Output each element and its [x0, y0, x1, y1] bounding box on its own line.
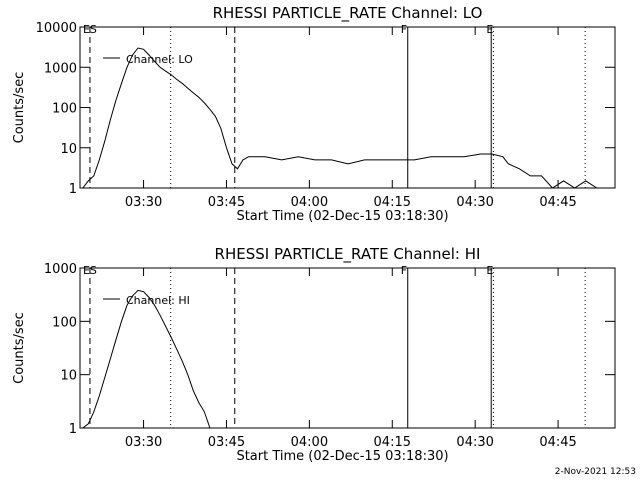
x-tick-label: 04:15 [374, 195, 411, 210]
data-line [82, 289, 211, 428]
x-tick-label: 04:45 [539, 195, 576, 210]
y-tick-label: 1000 [44, 61, 77, 76]
legend-label: Channel: HI [126, 294, 190, 307]
x-tick-label: 04:00 [291, 195, 328, 210]
x-axis-label: Start Time (02-Dec-15 03:18:30) [236, 209, 448, 224]
event-label: E [486, 23, 493, 36]
x-tick-label: 03:45 [208, 435, 245, 450]
legend-label: Channel: LO [126, 53, 193, 66]
event-label: E [486, 264, 493, 277]
y-tick-label: 1 [69, 182, 77, 197]
y-tick-label: 100 [52, 315, 77, 330]
x-tick-label: 04:00 [291, 435, 328, 450]
event-label: ES [83, 23, 97, 36]
y-tick-label: 1000 [44, 262, 77, 277]
event-label: ES [83, 264, 97, 277]
x-tick-label: 04:15 [374, 435, 411, 450]
x-tick-label: 04:30 [456, 435, 493, 450]
x-axis-label: Start Time (02-Dec-15 03:18:30) [236, 449, 448, 464]
timestamp: 2-Nov-2021 12:53 [555, 467, 636, 477]
chart-title: RHESSI PARTICLE_RATE Channel: HI [215, 245, 481, 264]
chart-title: RHESSI PARTICLE_RATE Channel: LO [213, 4, 483, 23]
x-tick-label: 03:30 [125, 195, 162, 210]
x-tick-label: 04:45 [539, 435, 576, 450]
y-tick-label: 10000 [36, 21, 77, 36]
y-tick-label: 10 [60, 369, 77, 384]
y-tick-label: 1 [69, 422, 77, 437]
y-axis-label: Counts/sec [12, 312, 27, 384]
x-tick-label: 03:45 [208, 195, 245, 210]
x-tick-label: 03:30 [125, 435, 162, 450]
y-axis-label: Counts/sec [12, 72, 27, 144]
event-label: F [401, 264, 407, 277]
y-tick-label: 100 [52, 102, 77, 117]
x-tick-label: 04:30 [456, 195, 493, 210]
plot-frame [79, 267, 616, 429]
y-tick-label: 10 [60, 142, 77, 157]
event-label: F [401, 23, 407, 36]
data-line [82, 47, 598, 188]
